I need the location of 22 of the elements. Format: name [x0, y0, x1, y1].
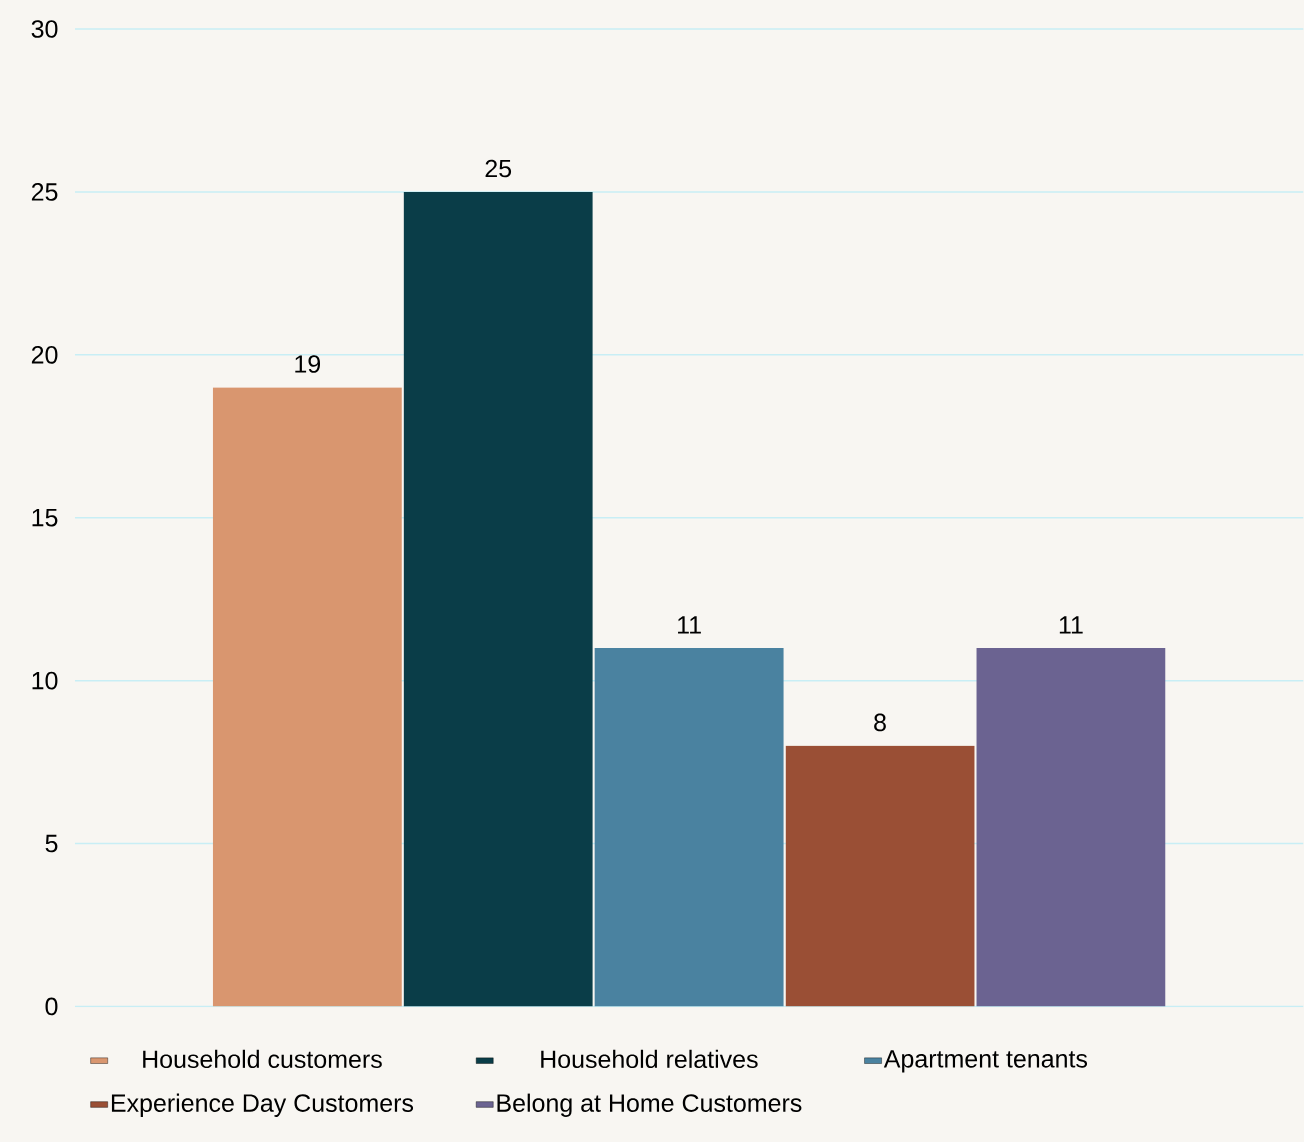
- legend-label: Household relatives: [541, 1049, 758, 1068]
- y-tick-label: 10: [32, 671, 58, 690]
- legend-label: Experience Day Customers: [111, 1093, 414, 1117]
- data-label: 11: [1059, 616, 1083, 634]
- y-tick-label: 15: [32, 508, 58, 527]
- legend-label: Household customers: [143, 1049, 382, 1068]
- y-tick-label: 5: [45, 834, 58, 853]
- legend-label: Apartment tenants: [883, 1050, 1088, 1073]
- data-label: 19: [295, 354, 321, 373]
- bar: [403, 191, 593, 1007]
- bar: [212, 387, 402, 1007]
- y-tick-label: 0: [45, 997, 58, 1016]
- y-tick-label: 20: [31, 345, 58, 364]
- data-label: 8: [874, 713, 886, 732]
- y-tick-label: 30: [31, 19, 58, 38]
- data-label: 25: [485, 159, 512, 178]
- bar: [594, 647, 784, 1007]
- y-tick-label: 25: [31, 182, 58, 201]
- legend-label: Belong at Home Customers: [497, 1093, 802, 1117]
- bar: [785, 745, 975, 1007]
- data-label: 11: [678, 616, 701, 634]
- bar: [976, 647, 1166, 1007]
